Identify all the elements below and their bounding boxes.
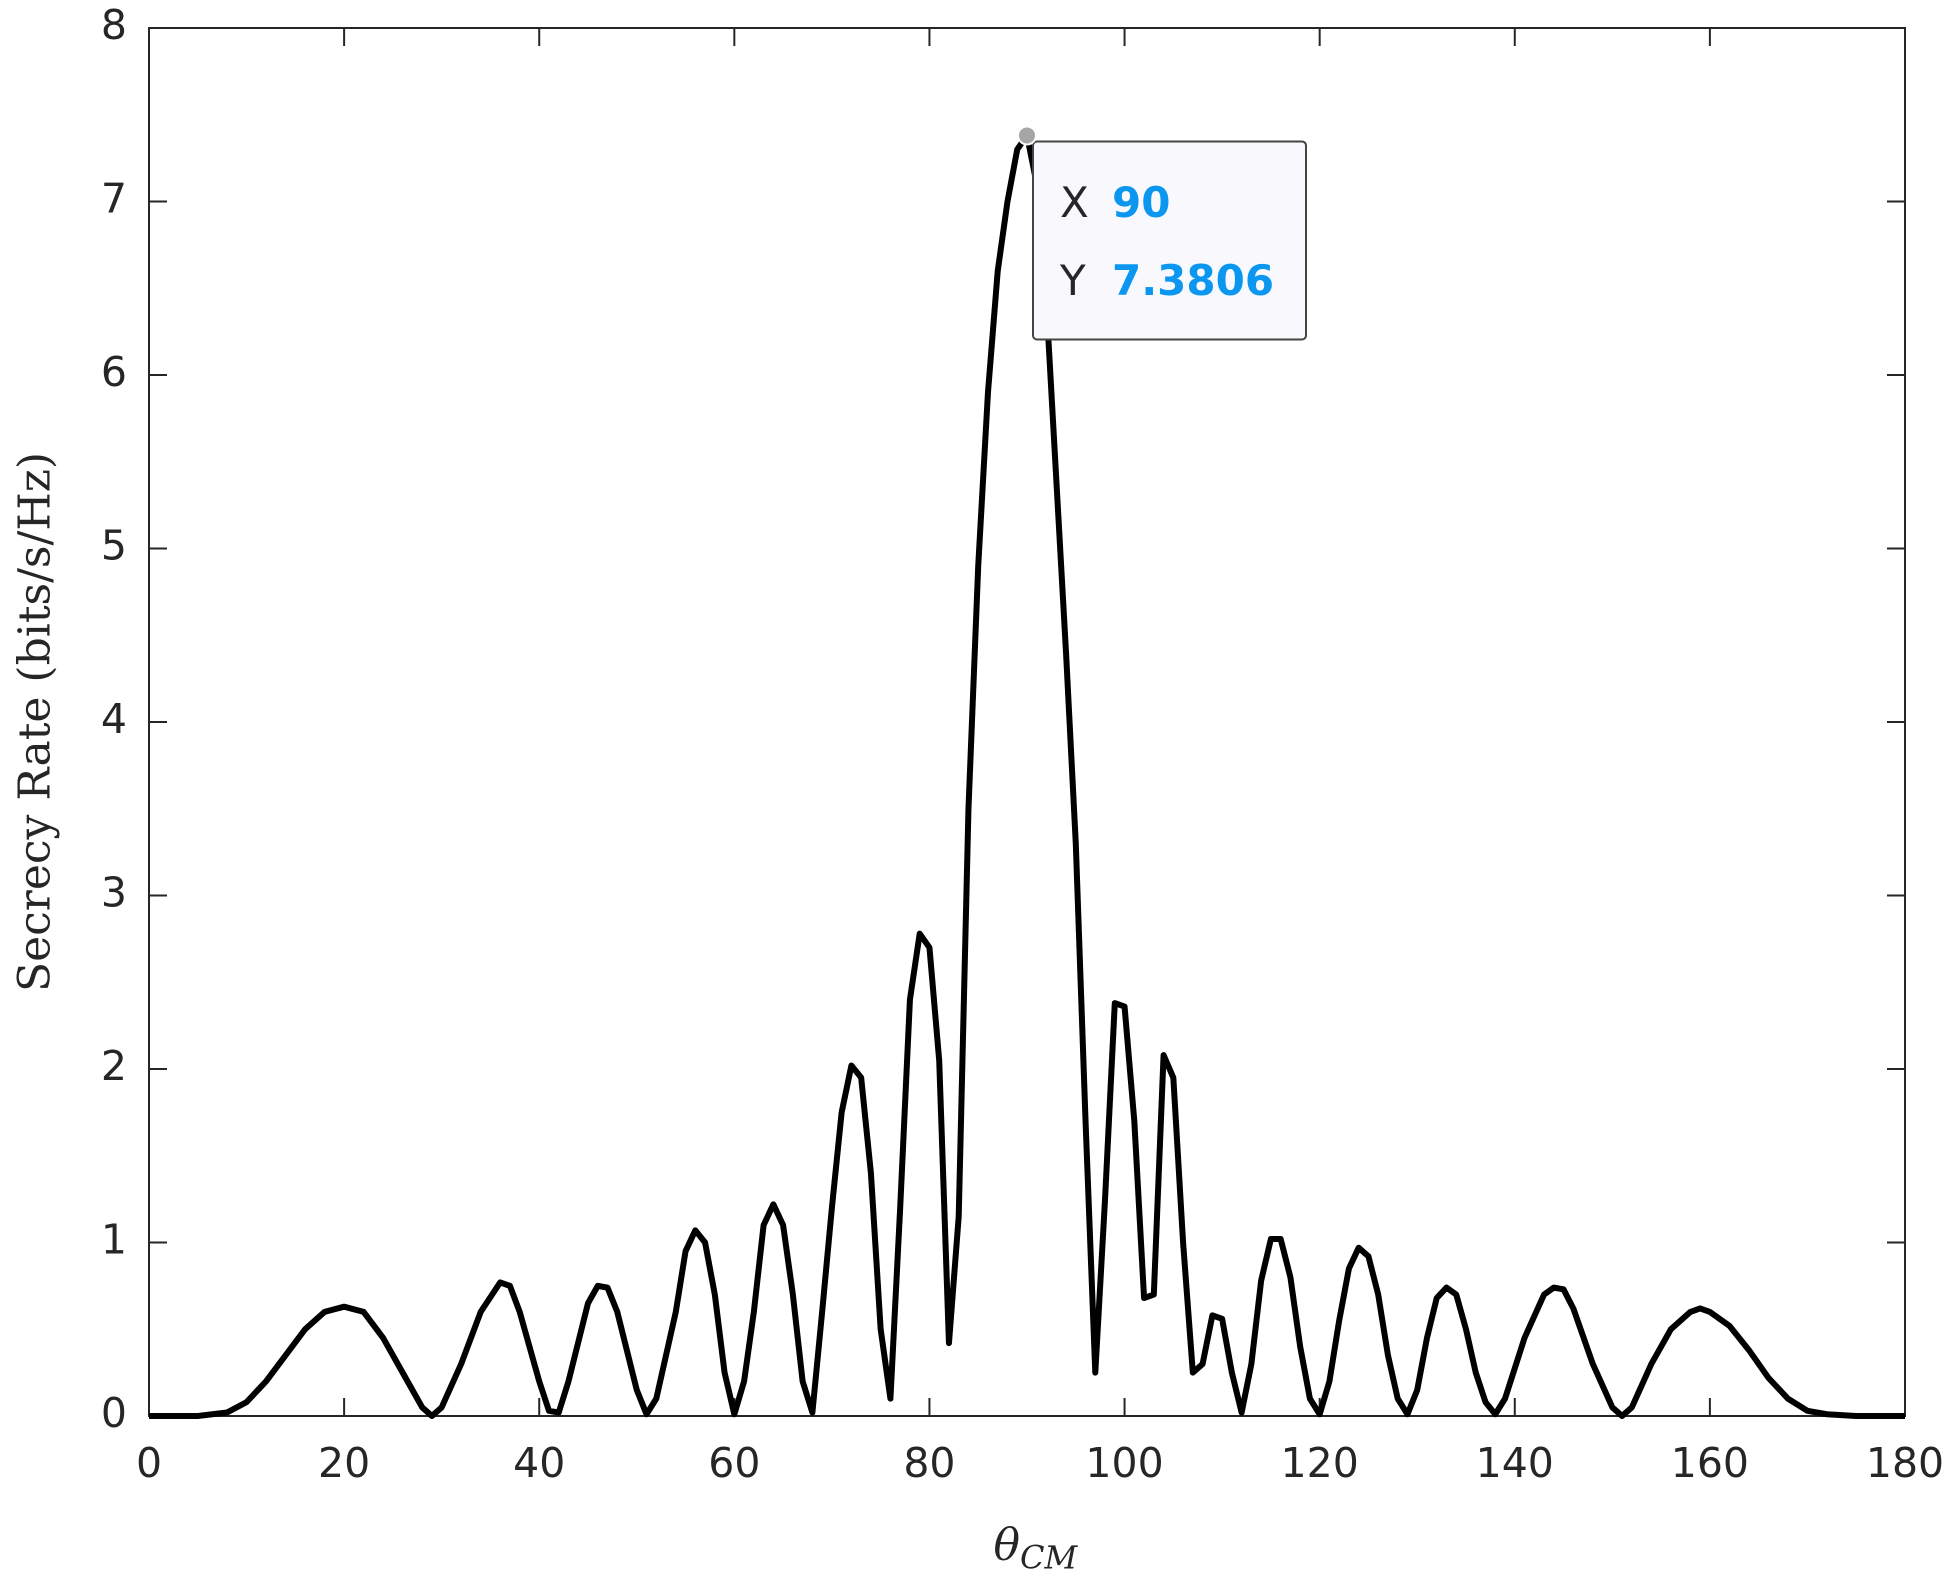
x-tick-label: 60	[708, 1439, 760, 1487]
x-axis-label-subscript: CM	[1020, 1539, 1078, 1577]
x-tick-label: 100	[1085, 1439, 1163, 1487]
x-tick-label: 20	[318, 1439, 370, 1487]
x-tick-label: 120	[1281, 1439, 1359, 1487]
y-tick-label: 4	[101, 695, 127, 743]
x-tick-label: 140	[1476, 1439, 1554, 1487]
y-tick-label: 3	[101, 869, 127, 917]
datatip-x-label: X	[1060, 178, 1089, 227]
y-tick-label: 2	[101, 1042, 127, 1090]
datatip-x-value: 90	[1112, 178, 1170, 227]
y-tick-label: 8	[101, 1, 127, 49]
y-tick-label: 0	[101, 1389, 127, 1437]
x-tick-label: 40	[513, 1439, 565, 1487]
y-tick-label: 6	[101, 348, 127, 396]
datatip-marker	[1017, 125, 1037, 146]
x-axis-label: θ	[994, 1520, 1021, 1571]
x-tick-label: 160	[1671, 1439, 1749, 1487]
x-tick-label: 180	[1866, 1439, 1944, 1487]
y-axis-label: Secrecy Rate (bits/s/Hz)	[10, 452, 61, 992]
datatip-y-label: Y	[1059, 256, 1086, 305]
datatip-y-value: 7.3806	[1112, 256, 1274, 305]
y-tick-label: 7	[101, 175, 127, 223]
x-tick-label: 80	[903, 1439, 955, 1487]
x-tick-label: 0	[136, 1439, 162, 1487]
datatip-box	[1032, 140, 1307, 341]
y-tick-label: 5	[101, 522, 127, 570]
y-tick-label: 1	[101, 1216, 127, 1264]
plot-box	[148, 27, 1906, 1417]
